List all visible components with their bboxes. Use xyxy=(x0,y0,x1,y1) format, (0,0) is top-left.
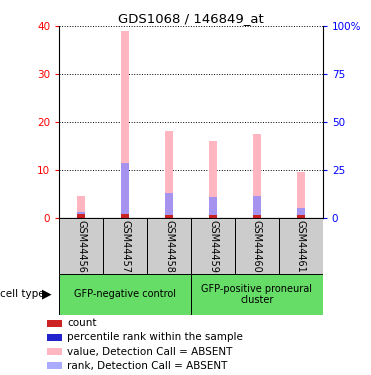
Text: count: count xyxy=(67,318,97,328)
Bar xyxy=(297,215,305,217)
Bar xyxy=(47,334,62,341)
Text: GSM44459: GSM44459 xyxy=(208,220,218,273)
Text: GSM44460: GSM44460 xyxy=(252,220,262,273)
Bar xyxy=(191,217,235,274)
Text: value, Detection Call = ABSENT: value, Detection Call = ABSENT xyxy=(67,346,233,357)
Text: cell type: cell type xyxy=(0,290,45,299)
Text: GSM44457: GSM44457 xyxy=(120,220,130,273)
Bar xyxy=(121,31,129,217)
Bar xyxy=(121,162,129,218)
Bar xyxy=(253,196,261,217)
Bar xyxy=(59,217,103,274)
Text: GSM44458: GSM44458 xyxy=(164,220,174,273)
Bar xyxy=(297,172,305,217)
Bar xyxy=(47,320,62,327)
Text: GFP-positive proneural
cluster: GFP-positive proneural cluster xyxy=(201,284,312,305)
Bar xyxy=(47,348,62,355)
Bar xyxy=(165,215,173,217)
Bar xyxy=(209,197,217,217)
Text: ▶: ▶ xyxy=(42,288,51,301)
Bar xyxy=(235,217,279,274)
Bar xyxy=(103,217,147,274)
Bar xyxy=(209,215,217,217)
Bar xyxy=(147,217,191,274)
Bar xyxy=(78,212,85,217)
Bar xyxy=(253,215,261,217)
Bar xyxy=(165,132,173,218)
Text: percentile rank within the sample: percentile rank within the sample xyxy=(67,333,243,342)
Bar xyxy=(253,134,261,218)
Bar xyxy=(47,362,62,369)
Bar xyxy=(78,196,85,217)
Bar xyxy=(121,214,129,217)
Bar xyxy=(209,141,217,218)
Bar xyxy=(191,274,323,315)
Text: GFP-negative control: GFP-negative control xyxy=(74,290,176,299)
Text: GSM44456: GSM44456 xyxy=(76,220,86,273)
Bar xyxy=(78,214,85,217)
Text: GSM44461: GSM44461 xyxy=(296,220,306,273)
Bar xyxy=(279,217,323,274)
Text: rank, Detection Call = ABSENT: rank, Detection Call = ABSENT xyxy=(67,361,227,370)
Bar xyxy=(297,208,305,218)
Bar xyxy=(165,193,173,217)
Bar xyxy=(59,274,191,315)
Title: GDS1068 / 146849_at: GDS1068 / 146849_at xyxy=(118,12,264,25)
